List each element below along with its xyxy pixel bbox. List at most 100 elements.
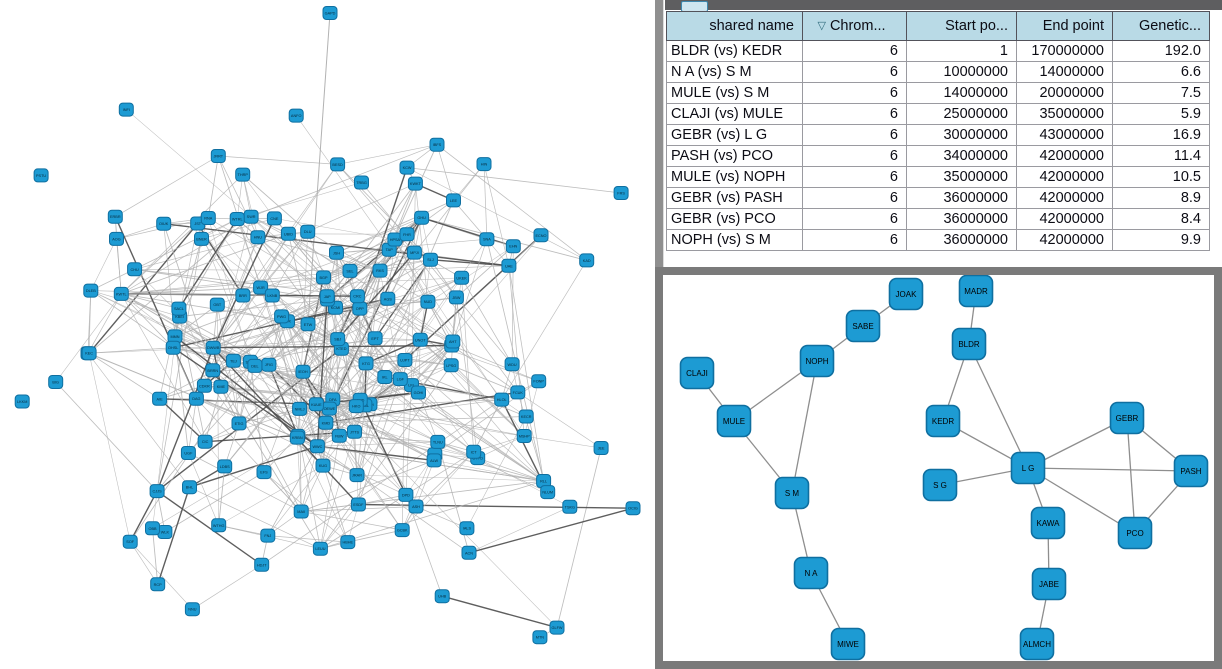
- network-node[interactable]: WWC: [309, 439, 325, 454]
- cell-value[interactable]: 6: [802, 187, 907, 209]
- subnetwork-canvas[interactable]: JOAK MADR SABE BLDR NOPH CLAJI MULE KEDR GEBR L G…: [663, 275, 1214, 661]
- network-node[interactable]: JRAR: [349, 468, 365, 483]
- network-node-GEBR[interactable]: GEBR: [1109, 401, 1145, 435]
- network-node[interactable]: NNU: [184, 602, 200, 617]
- network-node[interactable]: IEOH: [295, 364, 311, 379]
- network-node[interactable]: INFI: [118, 102, 134, 117]
- network-node[interactable]: KUUE: [308, 397, 324, 412]
- network-node[interactable]: JFIG: [261, 357, 277, 372]
- network-node[interactable]: THRP: [235, 167, 251, 182]
- network-node[interactable]: AIE: [152, 391, 168, 406]
- network-node[interactable]: IBFS: [429, 137, 445, 152]
- network-node[interactable]: ECNO: [533, 228, 549, 243]
- network-node[interactable]: FRS: [613, 186, 629, 200]
- network-node[interactable]: ALW: [426, 453, 442, 468]
- network-node[interactable]: TLNU: [430, 434, 446, 449]
- network-node[interactable]: ANFO: [288, 108, 304, 123]
- cell-value[interactable]: 36000000: [906, 229, 1017, 251]
- network-node[interactable]: HLOL: [494, 392, 510, 407]
- network-node[interactable]: NUD: [420, 294, 436, 309]
- cell-value[interactable]: 14000000: [906, 82, 1017, 104]
- network-node-NA[interactable]: N A: [793, 556, 829, 590]
- cell-value[interactable]: 35000000: [906, 166, 1017, 188]
- network-node[interactable]: TSKG: [562, 499, 578, 514]
- table-row[interactable]: BLDR (vs) KEDR 6 1 170000000 192.0: [666, 40, 1210, 62]
- table-row[interactable]: MULE (vs) S M 6 14000000 20000000 7.5: [666, 82, 1210, 104]
- cell-value[interactable]: 30000000: [906, 124, 1017, 146]
- network-node-MULE[interactable]: MULE: [716, 404, 752, 438]
- network-node[interactable]: NMLJ: [292, 401, 308, 416]
- network-node[interactable]: HBHE: [340, 535, 356, 550]
- network-node[interactable]: CRC: [349, 289, 365, 304]
- network-node-BLDR[interactable]: BLDR: [951, 327, 987, 361]
- network-node[interactable]: BIG: [48, 375, 64, 389]
- network-node[interactable]: MAII: [293, 504, 309, 519]
- network-node[interactable]: DLEB: [83, 283, 99, 298]
- network-node[interactable]: DWWB: [205, 340, 221, 355]
- network-node[interactable]: JTTS: [347, 424, 362, 439]
- network-node-PCO[interactable]: PCO: [1117, 516, 1153, 550]
- network-edge-LG-PCO[interactable]: [1027, 467, 1136, 534]
- network-node[interactable]: DPD: [398, 487, 414, 502]
- network-node[interactable]: ETW: [300, 317, 316, 332]
- network-node[interactable]: JAP: [319, 289, 335, 304]
- cell-value[interactable]: 170000000: [1016, 40, 1113, 62]
- network-node[interactable]: HNU: [250, 230, 266, 245]
- cell-value[interactable]: 42000000: [1016, 187, 1113, 209]
- network-node[interactable]: LGF: [392, 372, 408, 387]
- cell-shared-name[interactable]: MULE (vs) S M: [666, 82, 803, 104]
- cell-value[interactable]: 6: [802, 208, 907, 230]
- network-node-SG[interactable]: S G: [922, 468, 958, 502]
- network-node[interactable]: KUG: [315, 458, 331, 473]
- network-node[interactable]: JEE: [593, 441, 609, 455]
- cell-value[interactable]: 6.6: [1112, 61, 1210, 83]
- network-node[interactable]: KEC: [81, 346, 97, 361]
- network-node[interactable]: MTN: [532, 630, 548, 645]
- network-node[interactable]: PSTU: [33, 168, 49, 183]
- network-node-SABE[interactable]: SABE: [845, 309, 881, 343]
- network-node[interactable]: KCW: [399, 160, 415, 175]
- network-node-NOPH[interactable]: NOPH: [799, 344, 835, 378]
- network-node[interactable]: GAPD: [322, 6, 338, 20]
- network-node[interactable]: SBJ: [330, 332, 346, 347]
- table-row[interactable]: PASH (vs) PCO 6 34000000 42000000 11.4: [666, 145, 1210, 167]
- network-node[interactable]: BRR: [235, 288, 251, 303]
- cell-value[interactable]: 5.9: [1112, 103, 1210, 125]
- network-node[interactable]: KECR: [518, 409, 534, 424]
- cell-shared-name[interactable]: CLAJI (vs) MULE: [666, 103, 803, 125]
- network-node[interactable]: JRRT: [210, 149, 226, 163]
- network-node[interactable]: RKS: [372, 263, 388, 278]
- network-node[interactable]: HIN: [476, 157, 492, 172]
- network-node-SM[interactable]: S M: [774, 476, 810, 510]
- cell-value[interactable]: 10000000: [906, 61, 1017, 83]
- network-node[interactable]: WJR: [253, 280, 269, 295]
- cell-value[interactable]: 34000000: [906, 145, 1017, 167]
- cell-value[interactable]: 6: [802, 145, 907, 167]
- network-node[interactable]: GOHI: [411, 385, 426, 400]
- network-node[interactable]: KTG: [358, 356, 374, 371]
- cell-value[interactable]: 43000000: [1016, 124, 1113, 146]
- network-node[interactable]: FONP: [531, 374, 547, 389]
- network-node-PASH[interactable]: PASH: [1173, 454, 1209, 488]
- network-node[interactable]: BRRN: [205, 363, 221, 378]
- cell-value[interactable]: 6: [802, 229, 907, 251]
- network-node[interactable]: IALS: [459, 521, 475, 536]
- network-node[interactable]: LKKM: [14, 394, 30, 409]
- network-node-LG[interactable]: L G: [1010, 451, 1046, 485]
- network-node[interactable]: EFS: [256, 465, 272, 480]
- table-scrollbar-track[interactable]: [665, 0, 1222, 10]
- table-row[interactable]: GEBR (vs) PCO 6 36000000 42000000 8.4: [666, 208, 1210, 230]
- network-node[interactable]: CJJS: [149, 484, 165, 499]
- network-node[interactable]: CDKR: [196, 378, 212, 393]
- network-node[interactable]: HDJT: [254, 557, 270, 572]
- network-node[interactable]: ASH: [408, 499, 424, 514]
- network-edge-NOPH-SM[interactable]: [791, 360, 818, 494]
- network-node[interactable]: FBW: [331, 428, 347, 443]
- network-node[interactable]: FNJ: [260, 528, 276, 543]
- network-node[interactable]: LPSG: [443, 358, 459, 373]
- overview-network-panel[interactable]: EPTLEEGHUJEEJRRTIKLTWJMOPPOTPDSWRCDKRSLJ…: [0, 0, 655, 669]
- network-node[interactable]: PWG: [274, 309, 290, 324]
- network-node[interactable]: UNOT: [412, 332, 428, 347]
- network-node[interactable]: BHL: [182, 480, 197, 495]
- network-node[interactable]: ICT: [466, 444, 482, 459]
